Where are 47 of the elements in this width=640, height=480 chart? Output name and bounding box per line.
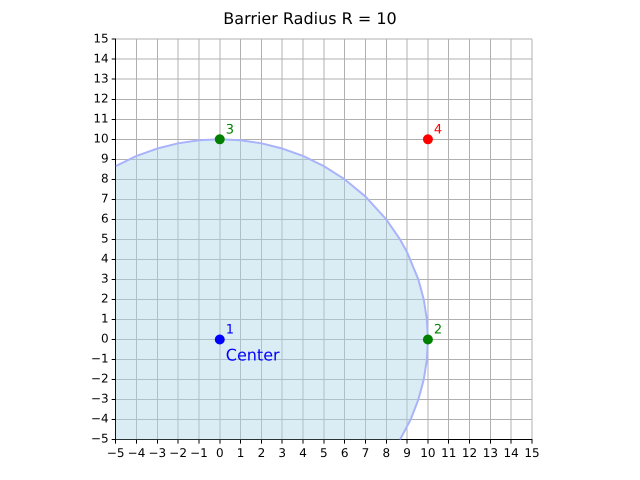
x-tick-label: 2 xyxy=(258,446,266,460)
y-tick-label: 10 xyxy=(93,131,109,146)
series-label: 3 xyxy=(226,122,234,138)
y-tick-label: 13 xyxy=(93,71,109,86)
x-tick-label: 12 xyxy=(462,446,478,460)
y-tick-label: −3 xyxy=(90,392,109,406)
y-tick-label: 14 xyxy=(93,51,109,66)
y-tick-label: 1 xyxy=(101,312,109,326)
y-tick-label: 5 xyxy=(101,232,109,246)
x-tick-label: 7 xyxy=(362,446,370,460)
x-tick-label: 3 xyxy=(278,446,286,460)
y-tick-label: 4 xyxy=(101,252,109,266)
y-tick-label: 6 xyxy=(101,212,109,226)
y-tick-label: 11 xyxy=(93,111,109,126)
x-tick-label: −2 xyxy=(169,446,187,460)
x-tick-label: −1 xyxy=(190,446,208,460)
y-tick-label: 0 xyxy=(101,332,109,346)
x-tick-label: 14 xyxy=(504,446,519,460)
x-tick-label: 15 xyxy=(524,446,540,460)
y-tick-label: 7 xyxy=(101,191,109,206)
x-tick-label: 11 xyxy=(441,446,456,460)
x-tick-label: 1 xyxy=(236,446,244,460)
y-tick-label: 9 xyxy=(101,151,109,166)
x-tick-label: 9 xyxy=(403,446,411,460)
y-tick-label: 12 xyxy=(93,91,109,106)
x-tick-label: 13 xyxy=(482,446,498,460)
y-tick-label: 8 xyxy=(101,171,109,186)
x-tick-label: 5 xyxy=(320,446,328,460)
y-tick-label: −5 xyxy=(90,432,109,446)
x-tick-label: 4 xyxy=(299,446,307,460)
y-tick-label: −4 xyxy=(90,412,109,426)
y-tick-label: −1 xyxy=(90,352,109,366)
x-tick-label: −4 xyxy=(128,446,146,460)
y-tick-label: 2 xyxy=(101,292,109,306)
x-tick-label: 6 xyxy=(340,446,348,460)
series-label: 1 xyxy=(226,322,234,338)
x-tick-label: 8 xyxy=(382,446,390,460)
y-tick-label: −2 xyxy=(90,372,109,386)
x-tick-label: 10 xyxy=(420,446,436,460)
y-tick-label: 15 xyxy=(93,31,109,46)
annotation: Center xyxy=(226,346,280,365)
x-tick-label: 0 xyxy=(216,446,224,460)
series-label: 2 xyxy=(434,322,442,338)
x-tick-label: −3 xyxy=(148,446,166,460)
chart-title: Barrier Radius R = 10 xyxy=(223,8,397,28)
series-label: 4 xyxy=(434,122,442,138)
y-tick-label: 3 xyxy=(101,272,109,286)
